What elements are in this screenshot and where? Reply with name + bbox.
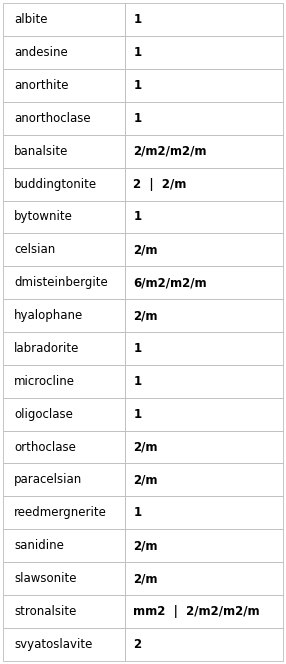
Text: 1: 1 (133, 408, 141, 421)
Polygon shape (3, 497, 125, 529)
Polygon shape (3, 332, 125, 365)
Polygon shape (125, 102, 283, 135)
Polygon shape (125, 365, 283, 398)
Polygon shape (3, 234, 125, 266)
Polygon shape (3, 3, 125, 36)
Polygon shape (125, 562, 283, 595)
Text: mm2  |  2/m2/m2/m: mm2 | 2/m2/m2/m (133, 605, 260, 618)
Polygon shape (125, 628, 283, 661)
Polygon shape (3, 102, 125, 135)
Polygon shape (3, 167, 125, 201)
Text: 2/m: 2/m (133, 440, 158, 454)
Polygon shape (3, 201, 125, 234)
Polygon shape (3, 431, 125, 463)
Text: orthoclase: orthoclase (14, 440, 76, 454)
Text: banalsite: banalsite (14, 145, 68, 158)
Polygon shape (3, 299, 125, 332)
Polygon shape (125, 595, 283, 628)
Text: 1: 1 (133, 506, 141, 519)
Text: 1: 1 (133, 79, 141, 92)
Polygon shape (125, 201, 283, 234)
Text: 1: 1 (133, 13, 141, 27)
Text: 2  |  2/m: 2 | 2/m (133, 177, 186, 191)
Text: 2/m: 2/m (133, 539, 158, 552)
Text: anorthite: anorthite (14, 79, 69, 92)
Polygon shape (125, 266, 283, 299)
Polygon shape (3, 36, 125, 69)
Text: hyalophane: hyalophane (14, 309, 83, 322)
Text: 1: 1 (133, 112, 141, 125)
Polygon shape (125, 135, 283, 167)
Text: 2/m: 2/m (133, 473, 158, 487)
Polygon shape (125, 167, 283, 201)
Polygon shape (3, 463, 125, 497)
Polygon shape (125, 69, 283, 102)
Polygon shape (125, 299, 283, 332)
Polygon shape (125, 463, 283, 497)
Polygon shape (3, 365, 125, 398)
Polygon shape (3, 562, 125, 595)
Text: slawsonite: slawsonite (14, 572, 77, 585)
Text: labradorite: labradorite (14, 342, 80, 355)
Polygon shape (125, 234, 283, 266)
Text: 2/m2/m2/m: 2/m2/m2/m (133, 145, 207, 158)
Text: 2/m: 2/m (133, 309, 158, 322)
Text: svyatoslavite: svyatoslavite (14, 637, 92, 651)
Polygon shape (125, 529, 283, 562)
Text: 2: 2 (133, 637, 141, 651)
Polygon shape (3, 398, 125, 431)
Text: 1: 1 (133, 374, 141, 388)
Text: albite: albite (14, 13, 47, 27)
Polygon shape (3, 69, 125, 102)
Polygon shape (125, 497, 283, 529)
Text: microcline: microcline (14, 374, 75, 388)
Text: celsian: celsian (14, 243, 55, 256)
Polygon shape (125, 332, 283, 365)
Polygon shape (125, 431, 283, 463)
Text: 6/m2/m2/m: 6/m2/m2/m (133, 276, 207, 290)
Text: 1: 1 (133, 342, 141, 355)
Polygon shape (125, 3, 283, 36)
Polygon shape (3, 595, 125, 628)
Text: anorthoclase: anorthoclase (14, 112, 91, 125)
Polygon shape (3, 266, 125, 299)
Text: reedmergnerite: reedmergnerite (14, 506, 107, 519)
Polygon shape (3, 628, 125, 661)
Text: sanidine: sanidine (14, 539, 64, 552)
Polygon shape (125, 398, 283, 431)
Text: 1: 1 (133, 210, 141, 224)
Text: buddingtonite: buddingtonite (14, 177, 97, 191)
Text: bytownite: bytownite (14, 210, 73, 224)
Text: stronalsite: stronalsite (14, 605, 76, 618)
Text: oligoclase: oligoclase (14, 408, 73, 421)
Text: 2/m: 2/m (133, 243, 158, 256)
Polygon shape (125, 36, 283, 69)
Polygon shape (3, 529, 125, 562)
Text: 1: 1 (133, 46, 141, 59)
Polygon shape (3, 135, 125, 167)
Text: 2/m: 2/m (133, 572, 158, 585)
Text: paracelsian: paracelsian (14, 473, 82, 487)
Text: dmisteinbergite: dmisteinbergite (14, 276, 108, 290)
Text: andesine: andesine (14, 46, 68, 59)
